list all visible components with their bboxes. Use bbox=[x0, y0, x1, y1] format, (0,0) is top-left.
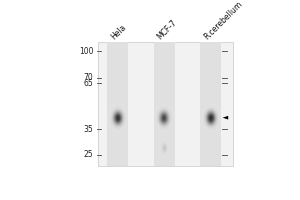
Text: 35: 35 bbox=[83, 125, 93, 134]
Text: 65: 65 bbox=[83, 79, 93, 88]
Text: 70: 70 bbox=[83, 73, 93, 82]
Bar bbox=[107, 42, 128, 166]
Text: 100: 100 bbox=[79, 47, 93, 56]
Polygon shape bbox=[223, 116, 228, 120]
Text: Hela: Hela bbox=[109, 22, 128, 41]
Text: MCF-7: MCF-7 bbox=[155, 18, 179, 41]
Bar bbox=[200, 42, 221, 166]
Bar bbox=[154, 42, 175, 166]
Bar bbox=[98, 42, 233, 166]
Text: 25: 25 bbox=[84, 150, 93, 159]
Text: R.cerebellum: R.cerebellum bbox=[202, 0, 244, 41]
